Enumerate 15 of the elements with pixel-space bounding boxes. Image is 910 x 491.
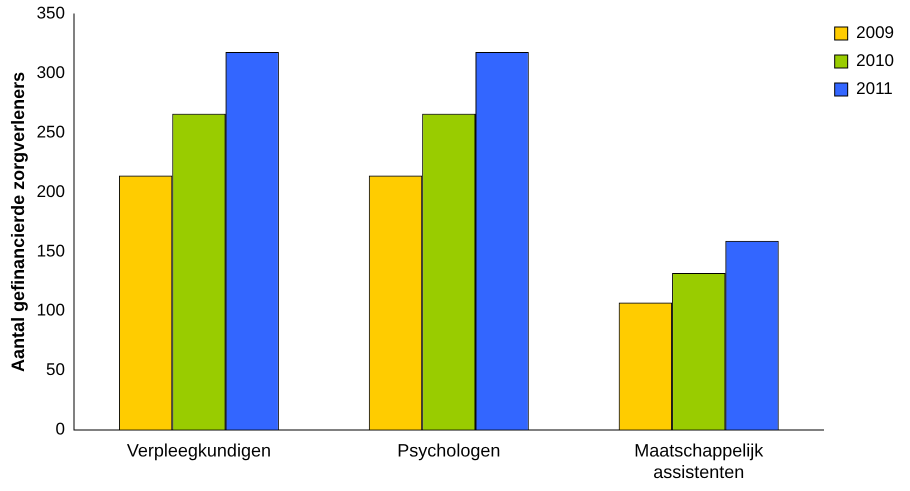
legend-label: 2009 <box>856 23 894 42</box>
y-tick-label: 50 <box>46 360 65 380</box>
y-tick-label: 100 <box>36 300 65 320</box>
y-tick-label: 150 <box>36 241 65 260</box>
y-tick-label: 200 <box>36 182 65 201</box>
y-tick-label: 300 <box>36 63 65 82</box>
y-tick-label: 250 <box>36 122 65 142</box>
legend-label: 2011 <box>856 79 893 98</box>
x-tick-label: Maatschappelijk assistenten <box>634 440 764 482</box>
legend-label: 2010 <box>856 51 894 70</box>
x-tick-label: Verpleegkundigen <box>126 440 271 461</box>
x-tick-label: Psychologen <box>397 440 500 461</box>
y-tick-label: 350 <box>36 4 65 23</box>
y-tick-label: 0 <box>55 419 65 438</box>
y-axis-title: Aantal gefinancierde zorgverleners <box>8 72 28 372</box>
